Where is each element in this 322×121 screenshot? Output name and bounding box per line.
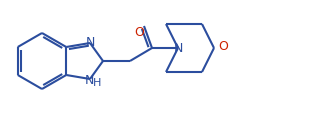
Text: N: N	[173, 42, 183, 54]
Text: N: N	[85, 35, 95, 49]
Text: O: O	[134, 26, 144, 39]
Text: H: H	[93, 78, 101, 88]
Text: N: N	[84, 73, 94, 87]
Text: O: O	[218, 41, 228, 53]
